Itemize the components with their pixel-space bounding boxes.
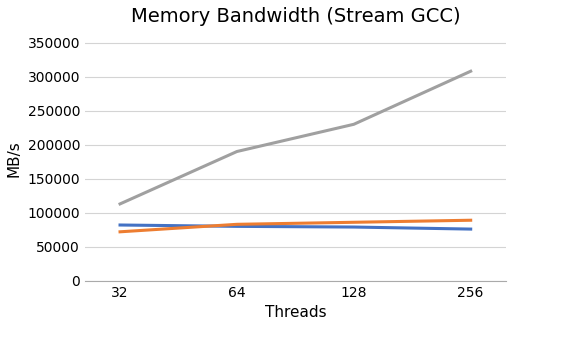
Dual E5-2698 V4 DDR4-2400	[233, 224, 240, 229]
Line: Xeon Phi 7210 MCDRAM: Xeon Phi 7210 MCDRAM	[120, 71, 471, 204]
Xeon Phi 7210 DDR4-2133	[350, 220, 357, 224]
Title: Memory Bandwidth (Stream GCC): Memory Bandwidth (Stream GCC)	[130, 7, 460, 26]
Dual E5-2698 V4 DDR4-2400	[467, 227, 474, 231]
Xeon Phi 7210 MCDRAM	[233, 149, 240, 154]
Xeon Phi 7210 MCDRAM	[350, 122, 357, 126]
Xeon Phi 7210 MCDRAM	[117, 202, 124, 206]
Line: Xeon Phi 7210 DDR4-2133: Xeon Phi 7210 DDR4-2133	[120, 220, 471, 232]
Xeon Phi 7210 DDR4-2133	[233, 222, 240, 226]
Xeon Phi 7210 DDR4-2133	[117, 230, 124, 234]
Xeon Phi 7210 MCDRAM	[467, 69, 474, 73]
Y-axis label: MB/s: MB/s	[7, 140, 22, 177]
Dual E5-2698 V4 DDR4-2400	[117, 223, 124, 227]
Dual E5-2698 V4 DDR4-2400	[350, 225, 357, 229]
Xeon Phi 7210 DDR4-2133	[467, 218, 474, 222]
Line: Dual E5-2698 V4 DDR4-2400: Dual E5-2698 V4 DDR4-2400	[120, 225, 471, 229]
X-axis label: Threads: Threads	[264, 305, 326, 320]
